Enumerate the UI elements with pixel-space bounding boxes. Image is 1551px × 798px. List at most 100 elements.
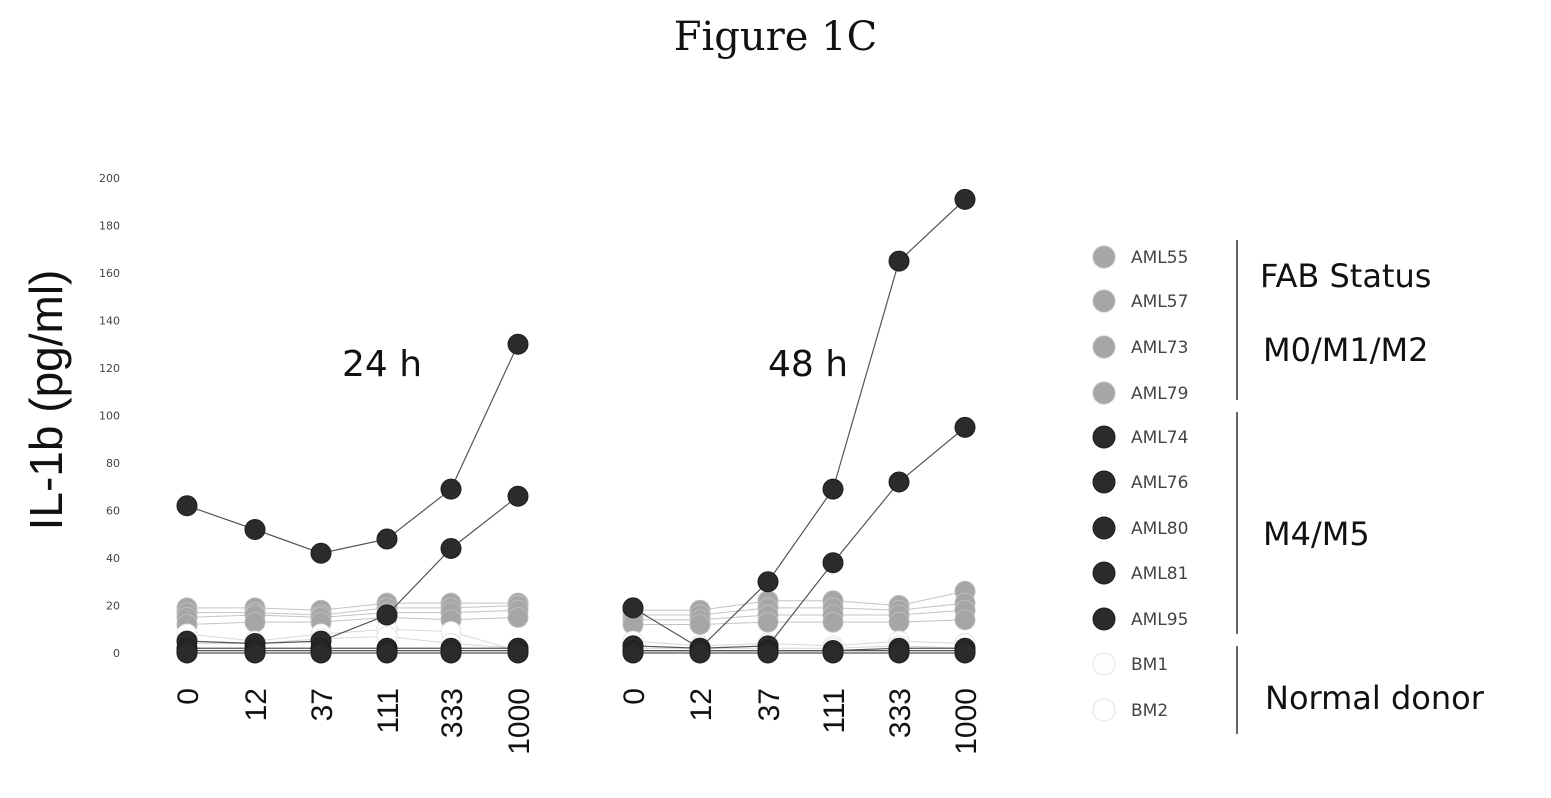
x-tick-label: 12 [240, 688, 273, 721]
data-point [954, 416, 976, 438]
x-tick-label: 12 [685, 688, 718, 721]
y-tick-label: 60 [106, 505, 120, 518]
data-point [440, 538, 462, 559]
group-label: Normal donor [1265, 679, 1485, 717]
group-label: M0/M1/M2 [1263, 331, 1428, 369]
y-tick-label: 200 [99, 172, 120, 185]
data-point [822, 552, 844, 574]
data-point [822, 642, 844, 664]
panel-label: 48 h [768, 344, 848, 385]
data-point [376, 642, 398, 664]
y-tick-label: 20 [106, 600, 120, 613]
data-point [888, 471, 910, 493]
data-point [822, 478, 844, 500]
series-line [186, 616, 519, 625]
series-line [632, 426, 966, 649]
data-point [507, 485, 529, 507]
x-tick-label: 333 [884, 688, 917, 738]
data-point [176, 495, 198, 517]
group-label: FAB Status [1260, 257, 1431, 295]
data-point [440, 478, 462, 500]
series-line [632, 640, 966, 647]
y-tick-label: 80 [106, 457, 120, 470]
data-point [888, 250, 910, 272]
data-point [757, 571, 779, 593]
data-point [310, 642, 332, 664]
series-bm1 [622, 630, 976, 657]
data-point [757, 642, 779, 664]
x-tick-label: 37 [753, 688, 786, 721]
data-point [440, 642, 462, 664]
legend-label: BM1 [1131, 655, 1168, 675]
legend-marker [1092, 470, 1116, 494]
legend-label: AML57 [1131, 292, 1188, 312]
legend-label: AML80 [1131, 519, 1188, 539]
series-line [633, 619, 966, 625]
legend-label: AML79 [1131, 384, 1188, 404]
legend-label: AML74 [1131, 428, 1188, 448]
x-tick-label: 37 [306, 688, 339, 721]
legend-marker [1092, 245, 1116, 269]
series-aml79 [622, 609, 976, 635]
series-line [633, 590, 966, 611]
data-point [376, 604, 398, 626]
series-aml57 [176, 595, 529, 626]
y-axis: 0 20 40 60 80 100 120 140 160 180 200 [99, 172, 120, 660]
data-point [888, 611, 910, 633]
series-line [186, 343, 519, 554]
legend-marker [1092, 289, 1116, 313]
data-point [954, 609, 976, 631]
data-point [244, 519, 266, 540]
data-point [822, 611, 844, 633]
y-axis-label: IL-1b (pg/ml) [20, 270, 72, 531]
series-line [632, 198, 966, 650]
x-tick-label: 0 [172, 688, 205, 705]
series-aml55 [622, 580, 976, 621]
data-point [176, 642, 198, 664]
legend-marker [1092, 698, 1116, 722]
data-point [622, 597, 644, 619]
data-point [622, 642, 644, 664]
data-point [689, 614, 711, 635]
y-tick-label: 100 [99, 410, 120, 423]
legend-marker [1092, 607, 1116, 631]
y-tick-label: 120 [99, 362, 120, 375]
x-tick-label: 1000 [950, 688, 983, 755]
data-point [244, 642, 266, 664]
series-aml81 [622, 640, 976, 662]
legend-marker [1092, 381, 1116, 405]
data-point [507, 606, 529, 628]
y-tick-label: 180 [99, 220, 120, 233]
data-point [954, 642, 976, 664]
series-line [186, 609, 519, 618]
group-label: M4/M5 [1263, 515, 1370, 553]
data-point [757, 611, 779, 633]
series-line [186, 628, 519, 652]
legend-label: AML81 [1131, 564, 1188, 584]
data-point [244, 611, 266, 633]
data-point [376, 528, 398, 550]
series-line [186, 495, 519, 645]
series-line [633, 609, 966, 621]
series-bm1 [176, 618, 529, 662]
legend-label: AML73 [1131, 338, 1188, 358]
legend-marker [1092, 335, 1116, 359]
y-tick-label: 160 [99, 267, 120, 280]
legend-marker [1092, 425, 1116, 449]
x-tick-label: 111 [818, 688, 851, 734]
data-point [888, 642, 910, 664]
panel-label: 24 h [342, 344, 422, 385]
series-aml95 [622, 642, 976, 664]
series-aml80 [176, 637, 529, 659]
figure-title: Figure 1C [673, 14, 878, 60]
data-point [507, 333, 529, 355]
series-aml74 [622, 188, 976, 659]
y-tick-label: 140 [99, 315, 120, 328]
y-tick-label: 0 [113, 647, 120, 660]
data-point [507, 642, 529, 664]
legend-label: AML95 [1131, 610, 1188, 630]
panel-48h: 48 h 0 12 37 111 333 1000 [618, 188, 983, 755]
series-aml95 [176, 642, 529, 664]
series-line [187, 602, 518, 611]
